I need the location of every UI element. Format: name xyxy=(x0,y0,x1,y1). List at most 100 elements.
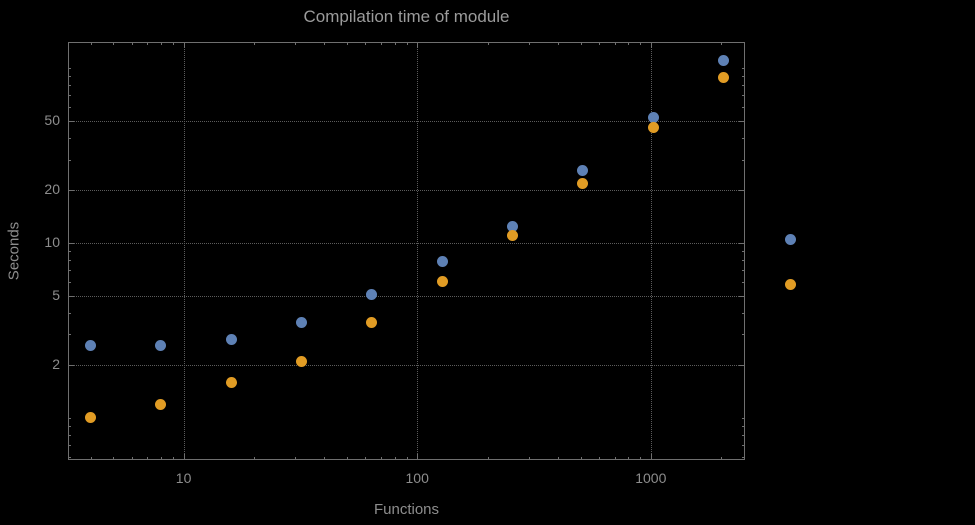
x-minor-tick xyxy=(381,42,383,45)
x-gridline xyxy=(650,42,652,460)
y-gridline xyxy=(68,243,745,245)
y-tick-mark xyxy=(68,365,74,367)
y-gridline xyxy=(68,190,745,192)
data-point-orange xyxy=(155,398,167,410)
x-gridline xyxy=(183,42,185,460)
x-minor-tick xyxy=(721,42,723,45)
x-minor-tick xyxy=(90,457,92,460)
y-minor-tick xyxy=(742,159,745,161)
y-minor-tick xyxy=(68,281,71,283)
y-gridline xyxy=(68,120,745,122)
x-minor-tick xyxy=(394,457,396,460)
y-minor-tick xyxy=(68,425,71,427)
y-minor-tick xyxy=(742,425,745,427)
x-minor-tick xyxy=(614,42,616,45)
plot-frame xyxy=(68,42,745,460)
x-minor-tick xyxy=(528,457,530,460)
y-minor-tick xyxy=(742,445,745,447)
x-minor-tick xyxy=(365,457,367,460)
x-minor-tick xyxy=(295,42,297,45)
y-minor-tick xyxy=(68,85,71,87)
legend-marker-orange xyxy=(785,278,796,290)
x-minor-tick xyxy=(346,457,348,460)
data-point-orange xyxy=(507,230,519,242)
x-tick-label: 10 xyxy=(175,470,192,486)
data-point-orange xyxy=(647,121,659,133)
x-minor-tick xyxy=(172,457,174,460)
x-minor-tick xyxy=(295,457,297,460)
y-gridline xyxy=(68,295,745,297)
y-minor-tick xyxy=(742,270,745,272)
x-minor-tick xyxy=(557,457,559,460)
y-minor-tick xyxy=(742,456,745,458)
x-minor-tick xyxy=(406,42,408,45)
x-minor-tick xyxy=(528,42,530,45)
y-minor-tick xyxy=(68,270,71,272)
x-minor-tick xyxy=(640,457,642,460)
data-point-blue xyxy=(507,220,519,232)
x-minor-tick xyxy=(113,42,115,45)
x-minor-tick xyxy=(324,42,326,45)
x-minor-tick xyxy=(640,42,642,45)
x-tick-mark xyxy=(183,42,185,48)
y-tick-label: 5 xyxy=(52,286,60,303)
x-minor-tick xyxy=(131,42,133,45)
data-point-orange xyxy=(436,276,448,288)
y-tick-mark xyxy=(68,190,74,192)
data-point-blue xyxy=(718,55,730,67)
y-tick-mark xyxy=(739,365,745,367)
y-minor-tick xyxy=(68,76,71,78)
x-minor-tick xyxy=(598,42,600,45)
x-minor-tick xyxy=(172,42,174,45)
x-tick-label: 100 xyxy=(405,470,429,486)
x-minor-tick xyxy=(346,42,348,45)
y-minor-tick xyxy=(68,417,71,419)
x-tick-mark xyxy=(650,42,652,48)
x-minor-tick xyxy=(253,42,255,45)
data-point-orange xyxy=(225,376,237,388)
data-point-blue xyxy=(647,112,659,124)
y-minor-tick xyxy=(68,456,71,458)
y-minor-tick xyxy=(68,259,71,261)
y-minor-tick xyxy=(68,159,71,161)
y-tick-label: 20 xyxy=(44,181,60,198)
x-minor-tick xyxy=(406,457,408,460)
x-minor-tick xyxy=(324,457,326,460)
data-point-blue xyxy=(155,339,167,351)
data-point-orange xyxy=(577,177,589,189)
y-minor-tick xyxy=(742,137,745,139)
data-point-blue xyxy=(577,164,589,176)
y-tick-label: 50 xyxy=(44,111,60,128)
x-axis-label: Functions xyxy=(373,501,440,518)
x-minor-tick xyxy=(580,42,582,45)
x-minor-tick xyxy=(557,42,559,45)
x-minor-tick xyxy=(160,42,162,45)
y-axis-label: Seconds xyxy=(5,221,23,281)
x-minor-tick xyxy=(90,42,92,45)
y-tick-mark xyxy=(739,295,745,297)
x-minor-tick xyxy=(487,457,489,460)
y-gridline xyxy=(68,365,745,367)
y-minor-tick xyxy=(742,434,745,436)
x-minor-tick xyxy=(628,42,630,45)
data-point-orange xyxy=(296,356,308,368)
x-minor-tick xyxy=(487,42,489,45)
x-minor-tick xyxy=(721,457,723,460)
y-minor-tick xyxy=(742,251,745,253)
y-minor-tick xyxy=(68,95,71,97)
y-minor-tick xyxy=(68,68,71,70)
y-minor-tick xyxy=(68,334,71,336)
x-tick-mark xyxy=(650,454,652,460)
x-minor-tick xyxy=(614,457,616,460)
x-tick-mark xyxy=(417,42,419,48)
y-minor-tick xyxy=(742,85,745,87)
y-minor-tick xyxy=(68,106,71,108)
data-point-blue xyxy=(436,256,448,268)
data-point-orange xyxy=(366,317,378,329)
x-minor-tick xyxy=(598,457,600,460)
x-tick-mark xyxy=(183,454,185,460)
data-point-blue xyxy=(85,339,97,351)
y-minor-tick xyxy=(68,445,71,447)
y-tick-mark xyxy=(739,190,745,192)
